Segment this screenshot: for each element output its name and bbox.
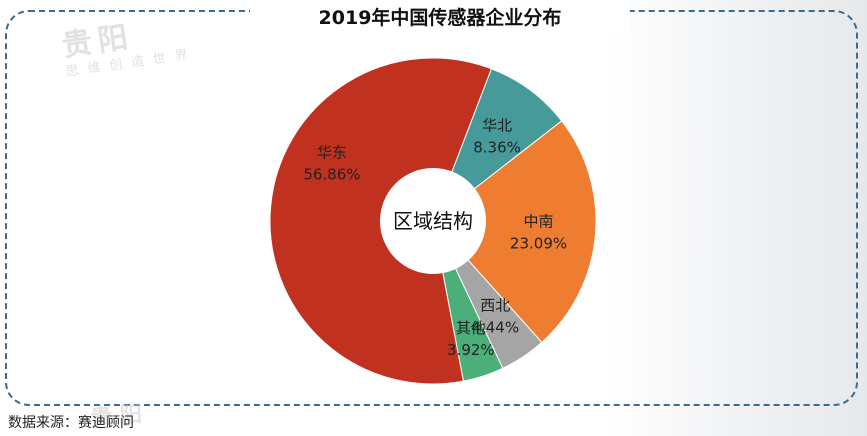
slice-value-华北: 8.36%: [473, 139, 521, 157]
pie-slice-中南: [432, 120, 597, 344]
center-hole: [380, 168, 486, 274]
title-background: [250, 0, 630, 34]
slice-value-华东: 56.86%: [303, 165, 360, 183]
slice-value-西北: 4.44%: [471, 319, 519, 337]
slice-name-华北: 华北: [482, 117, 512, 135]
slice-name-华东: 华东: [317, 143, 347, 161]
slice-labels: 华北 8.36% 中南 23.09% 西北 4.44%其他 3.92% 华东 56.86%: [303, 117, 567, 360]
slice-name-其他: 其他: [456, 319, 486, 337]
slice-value-其他: 3.92%: [447, 341, 495, 359]
slice-name-西北: 西北: [480, 297, 510, 315]
data-source: 数据来源：赛迪顾问: [8, 415, 134, 431]
slice-value-中南: 23.09%: [510, 234, 567, 252]
slice-name-中南: 中南: [524, 212, 554, 230]
center-label: 区域结构: [393, 209, 473, 233]
chart-title: 2019年中国传感器企业分布: [318, 7, 562, 29]
